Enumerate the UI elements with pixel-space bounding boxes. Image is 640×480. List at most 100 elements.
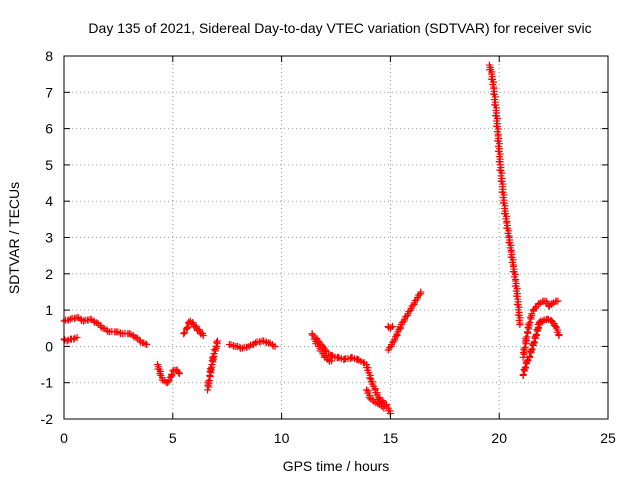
data-point-trail xyxy=(385,342,395,352)
data-point xyxy=(132,333,140,341)
x-tick-label: 15 xyxy=(383,430,399,446)
data-point-trail xyxy=(519,366,529,379)
data-point-trail xyxy=(547,300,556,308)
data-series-segment xyxy=(60,333,81,345)
data-point-trail xyxy=(247,340,258,349)
data-point-trail xyxy=(355,356,367,367)
data-point xyxy=(238,344,246,352)
data-point-trail xyxy=(140,339,150,348)
y-tick-label: 3 xyxy=(45,230,53,246)
data-point-trail xyxy=(405,306,415,315)
data-point-trail xyxy=(165,376,173,385)
data-point-trail xyxy=(234,342,244,352)
data-point-trail xyxy=(320,351,330,361)
data-point-trail xyxy=(513,298,524,327)
data-series-segment xyxy=(180,317,207,340)
data-point-trail xyxy=(532,326,542,339)
data-point-trail xyxy=(411,295,421,305)
x-tick-label: 10 xyxy=(274,430,290,446)
data-point-trail xyxy=(385,407,394,415)
data-point-trail xyxy=(536,318,546,327)
y-tick-label: -1 xyxy=(41,375,54,391)
data-series-segment xyxy=(225,337,279,352)
data-point-trail xyxy=(190,322,200,331)
data-point-trail xyxy=(377,397,387,405)
data-point xyxy=(73,333,81,341)
data-point-trail xyxy=(505,236,515,254)
data-point-trail xyxy=(197,329,207,338)
data-point xyxy=(523,357,531,365)
data-point-trail xyxy=(530,304,539,315)
chart-title: Day 135 of 2021, Sidereal Day-to-day VTE… xyxy=(88,20,591,36)
y-tick-label: 8 xyxy=(45,48,53,64)
data-point-trail xyxy=(133,334,144,346)
data-point-trail xyxy=(534,300,543,308)
data-series-segment xyxy=(310,335,336,365)
data-point-trail xyxy=(530,333,539,346)
data-point xyxy=(245,342,253,350)
data-point-trail xyxy=(378,401,386,410)
data-point-trail xyxy=(315,338,328,352)
data-point xyxy=(143,341,151,349)
data-point-trail xyxy=(528,340,537,353)
data-point-trail xyxy=(316,345,326,355)
data-point-trail xyxy=(373,398,382,407)
data-point-trail xyxy=(260,337,271,347)
data-point-trail xyxy=(62,316,73,324)
data-point xyxy=(328,357,336,365)
data-point-trail xyxy=(168,367,177,380)
data-point-trail xyxy=(543,297,553,309)
data-series-segment xyxy=(384,288,425,354)
data-point xyxy=(362,386,370,394)
data-point xyxy=(175,370,183,378)
data-point-trail xyxy=(208,352,218,366)
data-point-trail xyxy=(524,312,536,333)
data-point-trail xyxy=(187,319,197,327)
data-point xyxy=(213,337,221,345)
data-point-trail xyxy=(325,356,333,365)
data-point xyxy=(554,297,562,305)
data-point xyxy=(180,330,188,338)
axis-ticks xyxy=(63,55,609,420)
data-point-trail xyxy=(127,330,138,341)
data-point xyxy=(534,321,542,329)
x-tick-label: 20 xyxy=(491,430,507,446)
y-tick-label: 5 xyxy=(45,157,53,173)
x-tick-label: 0 xyxy=(60,430,68,446)
data-point-trail xyxy=(364,387,373,402)
data-point-trail xyxy=(522,358,531,371)
data-series-segment xyxy=(362,386,388,412)
data-point-trail xyxy=(372,389,383,401)
data-point-trail xyxy=(507,251,517,269)
x-tick-label: 25 xyxy=(600,430,616,446)
data-point-trail xyxy=(81,316,92,324)
data-point-trail xyxy=(395,323,404,334)
data-point-trail xyxy=(121,329,132,338)
data-point-trail xyxy=(398,317,408,326)
data-point-trail xyxy=(108,327,119,336)
data-point-trail xyxy=(68,314,79,322)
data-series-segment xyxy=(204,337,221,394)
y-tick-label: 2 xyxy=(45,266,53,282)
data-point-trail xyxy=(211,344,220,355)
data-point xyxy=(539,317,547,325)
data-point xyxy=(80,317,88,325)
data-point-trail xyxy=(101,325,112,335)
y-tick-label: 1 xyxy=(45,302,53,318)
data-point-trail xyxy=(114,328,125,338)
data-point-trail xyxy=(193,326,203,334)
data-point-trail xyxy=(363,364,374,382)
data-point-trail xyxy=(88,316,99,326)
y-tick-label: 6 xyxy=(45,121,53,137)
data-point xyxy=(271,342,279,350)
data-series-segment xyxy=(485,61,524,329)
data-point xyxy=(417,288,425,296)
data-point-trail xyxy=(266,339,277,350)
data-point xyxy=(321,346,329,354)
data-point-trail xyxy=(369,395,377,405)
data-point-trail xyxy=(253,338,264,346)
x-axis-label: GPS time / hours xyxy=(283,458,390,474)
data-series-segment xyxy=(60,313,151,349)
data-point-trail xyxy=(489,87,500,112)
